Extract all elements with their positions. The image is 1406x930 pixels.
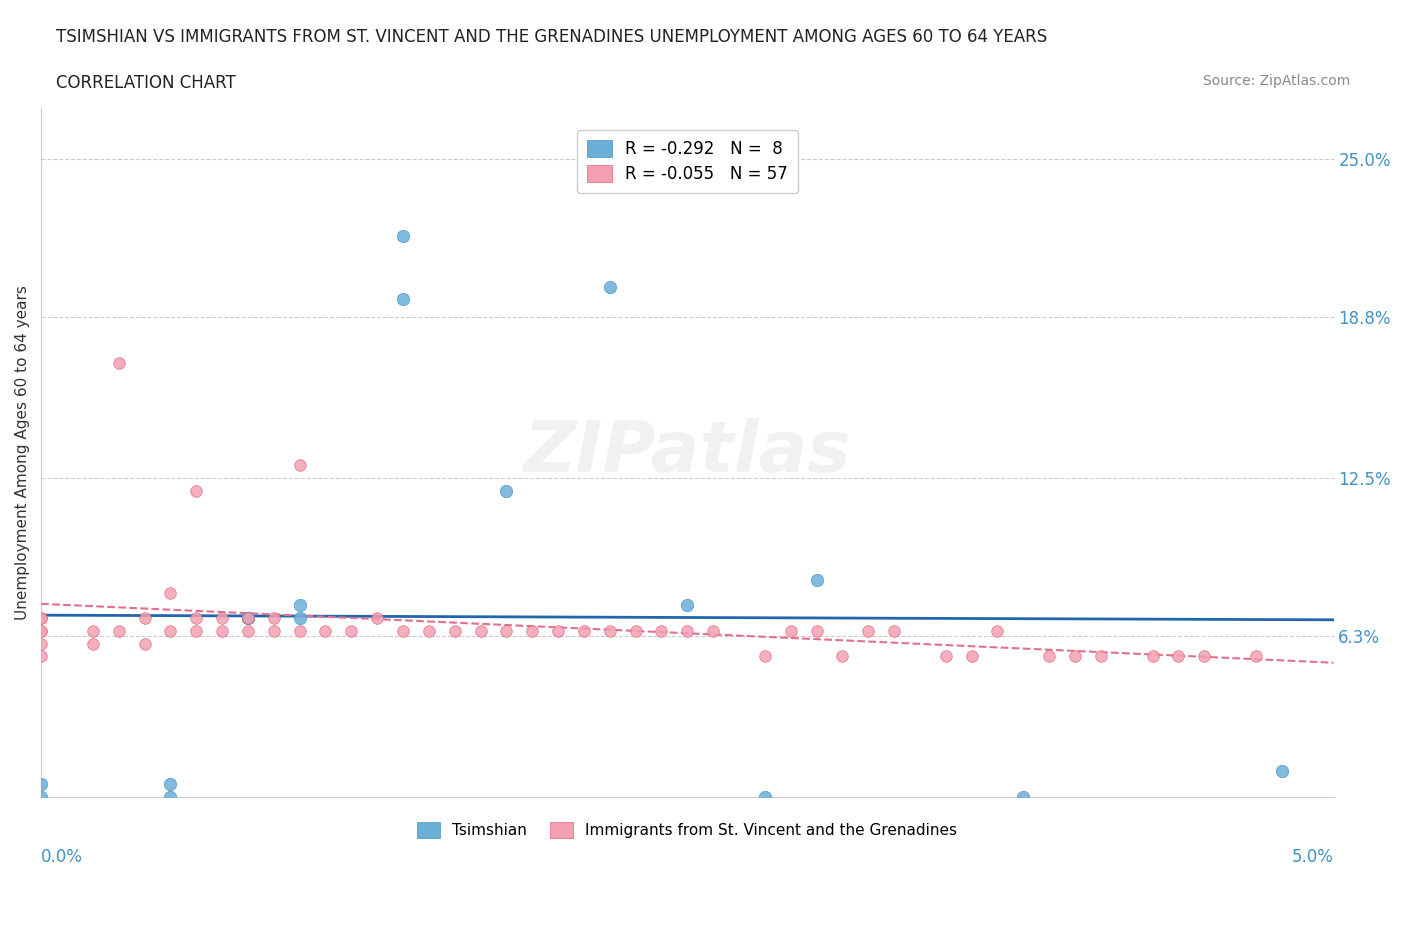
Text: Source: ZipAtlas.com: Source: ZipAtlas.com bbox=[1202, 74, 1350, 88]
Point bbox=[288, 598, 311, 613]
Point bbox=[186, 484, 208, 498]
Point bbox=[1012, 790, 1035, 804]
Text: ZIPatlas: ZIPatlas bbox=[523, 418, 851, 487]
Point bbox=[443, 623, 465, 638]
Point bbox=[676, 598, 699, 613]
Point bbox=[858, 623, 880, 638]
Point bbox=[30, 611, 52, 626]
Legend: Tsimshian, Immigrants from St. Vincent and the Grenadines: Tsimshian, Immigrants from St. Vincent a… bbox=[411, 816, 963, 844]
Point bbox=[806, 623, 828, 638]
Point bbox=[650, 623, 672, 638]
Point bbox=[392, 623, 415, 638]
Point bbox=[288, 623, 311, 638]
Point bbox=[392, 228, 415, 243]
Point bbox=[883, 623, 905, 638]
Point bbox=[624, 623, 647, 638]
Point bbox=[340, 623, 363, 638]
Point bbox=[986, 623, 1008, 638]
Point bbox=[288, 458, 311, 472]
Point bbox=[1064, 649, 1087, 664]
Point bbox=[30, 790, 52, 804]
Point bbox=[30, 623, 52, 638]
Text: 0.0%: 0.0% bbox=[41, 848, 83, 867]
Point bbox=[470, 623, 492, 638]
Point bbox=[30, 623, 52, 638]
Point bbox=[599, 279, 621, 294]
Point bbox=[1244, 649, 1267, 664]
Point bbox=[676, 623, 699, 638]
Point bbox=[366, 611, 388, 626]
Point bbox=[495, 623, 517, 638]
Point bbox=[30, 649, 52, 664]
Text: 5.0%: 5.0% bbox=[1292, 848, 1333, 867]
Point bbox=[134, 636, 156, 651]
Point bbox=[495, 484, 517, 498]
Point bbox=[779, 623, 801, 638]
Point bbox=[1167, 649, 1189, 664]
Y-axis label: Unemployment Among Ages 60 to 64 years: Unemployment Among Ages 60 to 64 years bbox=[15, 285, 30, 619]
Text: CORRELATION CHART: CORRELATION CHART bbox=[56, 74, 236, 92]
Point bbox=[831, 649, 853, 664]
Point bbox=[1142, 649, 1164, 664]
Point bbox=[236, 611, 259, 626]
Point bbox=[754, 790, 776, 804]
Point bbox=[1194, 649, 1216, 664]
Point bbox=[159, 777, 181, 791]
Point bbox=[107, 623, 129, 638]
Point bbox=[935, 649, 957, 664]
Point bbox=[1271, 764, 1294, 778]
Point bbox=[30, 611, 52, 626]
Point bbox=[159, 790, 181, 804]
Point bbox=[263, 611, 285, 626]
Point bbox=[599, 623, 621, 638]
Point bbox=[159, 585, 181, 600]
Point bbox=[211, 623, 233, 638]
Point bbox=[1090, 649, 1112, 664]
Point bbox=[186, 623, 208, 638]
Point bbox=[702, 623, 724, 638]
Point bbox=[418, 623, 440, 638]
Point bbox=[82, 636, 104, 651]
Point bbox=[134, 611, 156, 626]
Point bbox=[107, 355, 129, 370]
Point bbox=[186, 611, 208, 626]
Point bbox=[236, 611, 259, 626]
Point bbox=[30, 636, 52, 651]
Point bbox=[263, 623, 285, 638]
Point bbox=[159, 623, 181, 638]
Point bbox=[806, 573, 828, 588]
Point bbox=[30, 777, 52, 791]
Point bbox=[522, 623, 544, 638]
Point bbox=[960, 649, 983, 664]
Point bbox=[547, 623, 569, 638]
Point bbox=[754, 649, 776, 664]
Point bbox=[1038, 649, 1060, 664]
Point bbox=[288, 611, 311, 626]
Text: TSIMSHIAN VS IMMIGRANTS FROM ST. VINCENT AND THE GRENADINES UNEMPLOYMENT AMONG A: TSIMSHIAN VS IMMIGRANTS FROM ST. VINCENT… bbox=[56, 28, 1047, 46]
Point bbox=[392, 292, 415, 307]
Point bbox=[314, 623, 336, 638]
Point bbox=[82, 623, 104, 638]
Point bbox=[236, 623, 259, 638]
Point bbox=[211, 611, 233, 626]
Point bbox=[236, 611, 259, 626]
Point bbox=[572, 623, 595, 638]
